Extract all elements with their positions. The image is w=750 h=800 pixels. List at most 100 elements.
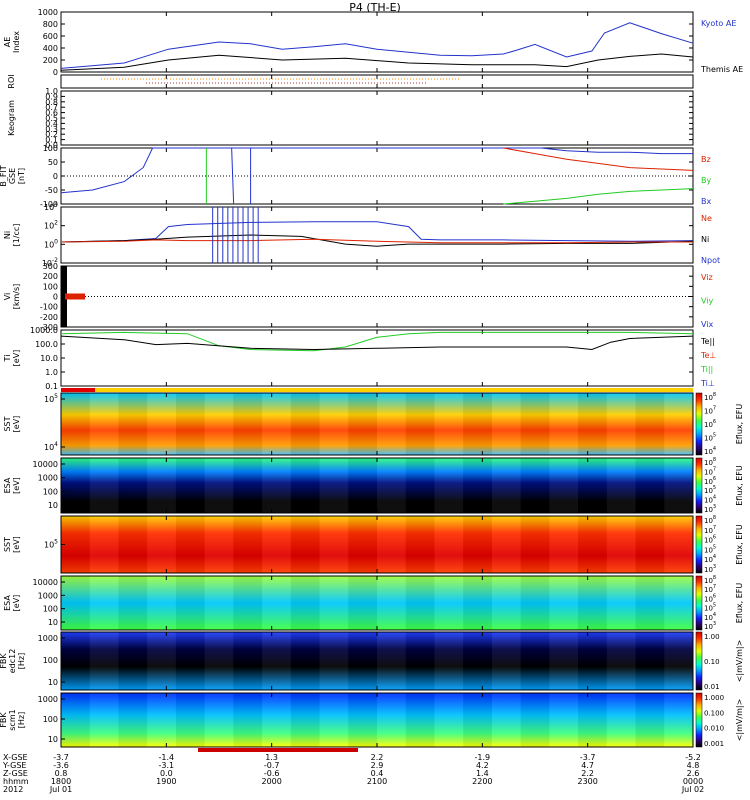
spectrogram <box>61 632 693 690</box>
series-line <box>60 147 693 194</box>
spectrogram-band <box>147 516 176 573</box>
spectrogram-band <box>319 516 349 573</box>
spectrogram-band <box>491 393 521 455</box>
spectrogram-band <box>89 458 119 513</box>
colorbar-tick-label: 103 <box>704 621 716 631</box>
spectrogram-band <box>664 693 693 747</box>
colorbar-tick-label: 108 <box>704 515 716 525</box>
y-tick-label: 50 <box>48 158 58 167</box>
legend-entry: Bx <box>701 197 711 206</box>
mode-bar <box>61 388 693 392</box>
spectrogram-band <box>405 458 435 513</box>
x-tick-label: -3.7 <box>53 753 69 762</box>
spectrogram-band <box>578 393 607 455</box>
legend-entry: Viz <box>701 273 713 282</box>
spectrogram-band <box>175 516 205 573</box>
spectrogram-band <box>175 693 205 747</box>
x-tick-label: 0.0 <box>160 769 173 778</box>
x-tick-label: 4.7 <box>581 761 594 770</box>
axis-label: GSE <box>8 168 17 184</box>
spectrogram-band <box>606 576 636 630</box>
spectrogram-band <box>348 632 377 690</box>
series-line <box>60 238 693 244</box>
spectrogram-band <box>520 516 550 573</box>
x-tick-label: 2.2 <box>581 769 594 778</box>
spectrogram-band <box>175 393 205 455</box>
spectrogram-band <box>262 516 291 573</box>
spectrogram-band <box>290 458 320 513</box>
spectrogram-band <box>606 393 636 455</box>
colorbar-label: <|mV/m|> <box>735 699 744 742</box>
y-tick-label: 105 <box>44 393 58 404</box>
spectrogram-band <box>491 458 521 513</box>
y-tick-label: 800 <box>43 20 58 29</box>
y-tick-label: 400 <box>43 44 58 53</box>
x-tick-label: -1.9 <box>475 753 491 762</box>
panel-fbk_b: FBK scm1 [Hz] 10 100 1000 0.001 0.010 0.100 1.000… <box>0 692 744 748</box>
spectrogram-band <box>348 516 377 573</box>
legend-entry: Viy <box>701 297 714 306</box>
spectrogram-band <box>549 516 579 573</box>
y-tick-label: 10 <box>48 501 58 510</box>
y-tick-label: 100 <box>43 282 58 291</box>
x-tick-label: -0.7 <box>264 761 280 770</box>
spectrogram-band <box>520 576 550 630</box>
spectrogram-band <box>204 576 234 630</box>
spectrogram-band <box>578 516 607 573</box>
colorbar-tick-label: 108 <box>704 457 716 467</box>
spectrogram-band <box>290 576 320 630</box>
x-tick-label: 4.2 <box>476 761 489 770</box>
axis-label: [1/cc] <box>12 224 21 247</box>
mode-bar-segment <box>198 748 358 752</box>
legend-entry: Npot <box>701 256 720 265</box>
colorbar <box>695 631 703 691</box>
spectrogram-band <box>319 458 349 513</box>
spectrogram-band <box>520 393 550 455</box>
panel-sst_i: SST [eV] 104 105 104 105 106 107 108 Eflux, EFU <box>3 392 744 456</box>
axis-label: [eV] <box>12 536 21 553</box>
axis-label: [Hz] <box>17 712 26 728</box>
spectrogram-band <box>578 458 607 513</box>
spectrogram-band <box>377 393 406 455</box>
colorbar-label: Eflux, EFU <box>735 404 744 445</box>
y-tick-label: 1000 <box>38 474 58 483</box>
spectrogram-band <box>491 516 521 573</box>
axis-label: FBK <box>0 653 8 669</box>
y-tick-label: 1.0 <box>45 368 58 377</box>
spectrogram-band <box>61 516 90 573</box>
spectrogram-band <box>463 632 492 690</box>
spectrogram-band <box>405 632 435 690</box>
x-tick-label: 2200 <box>472 777 492 786</box>
spike-line <box>231 147 235 205</box>
y-tick-label: 1000 <box>38 695 58 704</box>
colorbar-tick-label: 0.10 <box>704 658 720 666</box>
spectrogram-band <box>290 693 320 747</box>
spectrogram-band <box>606 632 636 690</box>
spectrogram-band <box>147 693 176 747</box>
spectrogram <box>61 693 693 747</box>
colorbar-tick-label: 106 <box>704 535 716 545</box>
y-tick-label: 10000 <box>33 460 58 469</box>
y-tick-label: 100 <box>43 144 58 153</box>
spectrogram-band <box>520 632 550 690</box>
spectrogram-band <box>377 632 406 690</box>
spectrogram-band <box>549 693 579 747</box>
y-tick-label: 10000 <box>33 578 58 587</box>
spectrogram-band <box>549 393 579 455</box>
panel-frame <box>60 206 694 264</box>
spectrogram-band <box>233 632 263 690</box>
spectrogram-band <box>118 632 148 690</box>
spectrogram-band <box>463 516 492 573</box>
legend-entry: Kyoto AE <box>701 19 736 28</box>
colorbar-tick-label: 107 <box>704 525 716 535</box>
spectrogram-band <box>61 576 90 630</box>
spectrogram-band <box>319 393 349 455</box>
x-tick-label: 2300 <box>577 777 597 786</box>
plot-title: P4 (TH-E) <box>349 1 401 14</box>
spectrogram-band <box>606 516 636 573</box>
colorbar-tick-label: 0.100 <box>704 709 724 717</box>
x-row-label: Y-GSE <box>2 761 26 770</box>
y-tick-label: 10 <box>48 678 58 687</box>
y-tick-label: -100 <box>40 200 58 209</box>
spectrogram-band <box>348 576 377 630</box>
